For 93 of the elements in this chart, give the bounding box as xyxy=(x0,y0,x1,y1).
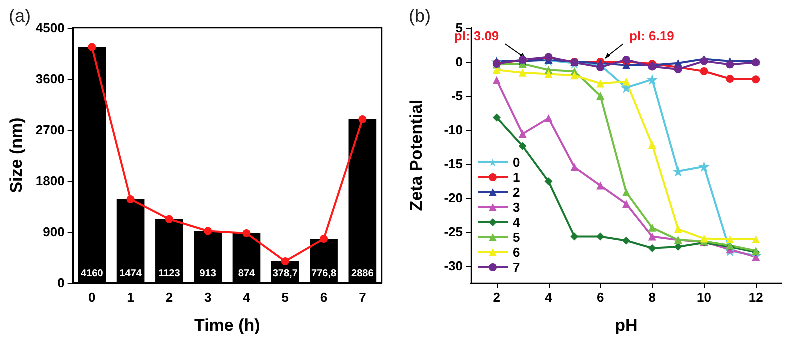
x-tick-label: 4 xyxy=(545,290,554,305)
point xyxy=(596,92,605,100)
data-label: 1474 xyxy=(120,268,142,280)
data-label: 776,8 xyxy=(312,268,337,280)
point xyxy=(544,178,553,186)
x-tick-label: 3 xyxy=(204,290,212,305)
legend-label: 2 xyxy=(513,185,520,200)
y-tick-label: -30 xyxy=(444,258,463,274)
point xyxy=(646,74,658,86)
legend-label: 1 xyxy=(513,170,520,185)
point xyxy=(358,115,367,124)
x-axis-title: Time (h) xyxy=(194,316,260,335)
y-tick-label: 3600 xyxy=(36,72,65,86)
x-tick-label: 8 xyxy=(648,290,656,305)
point xyxy=(726,60,734,69)
y-tick-label: -25 xyxy=(444,224,463,240)
y-axis-title: Size (nm) xyxy=(7,118,26,194)
point xyxy=(492,76,501,84)
data-label: 378,7 xyxy=(272,268,298,280)
point xyxy=(570,163,579,172)
x-tick-label: 7 xyxy=(359,290,366,305)
point xyxy=(165,215,174,224)
point xyxy=(518,142,527,150)
point xyxy=(596,63,605,72)
point xyxy=(242,229,251,238)
annotation: pI: 6.19 xyxy=(630,28,674,44)
y-tick-label: 4500 xyxy=(36,20,65,36)
y-tick-label: 900 xyxy=(43,224,65,240)
y-tick-label: 2700 xyxy=(36,122,65,138)
x-tick-label: 4 xyxy=(243,290,252,305)
y-tick-label: -10 xyxy=(444,122,463,138)
point xyxy=(596,182,605,190)
y-tick-label: -5 xyxy=(451,88,463,104)
point xyxy=(492,114,501,122)
x-tick-label: 2 xyxy=(166,290,174,305)
point xyxy=(752,235,760,244)
point xyxy=(544,114,553,122)
point xyxy=(570,232,579,241)
point xyxy=(88,43,96,52)
data-label: 1123 xyxy=(158,268,181,280)
x-tick-label: 6 xyxy=(596,290,604,305)
point xyxy=(698,161,710,172)
chart-title: (a) xyxy=(9,6,31,26)
data-label: 874 xyxy=(238,268,256,280)
point xyxy=(700,68,708,76)
point xyxy=(674,225,682,234)
data-label: 2886 xyxy=(352,268,374,280)
legend-label: 5 xyxy=(513,230,520,245)
point xyxy=(544,70,553,78)
x-tick-label: 0 xyxy=(88,290,96,305)
x-tick-label: 12 xyxy=(748,290,764,305)
y-tick-label: 0 xyxy=(58,276,65,290)
point xyxy=(726,75,734,83)
x-tick-label: 6 xyxy=(320,290,328,305)
y-axis-title: Zeta Potential xyxy=(407,100,426,212)
point xyxy=(570,72,579,80)
x-tick-label: 10 xyxy=(697,290,712,305)
point xyxy=(596,232,605,241)
point xyxy=(320,234,328,243)
point xyxy=(281,258,290,266)
point xyxy=(648,232,656,241)
legend-label: 6 xyxy=(513,245,520,260)
point xyxy=(648,244,656,252)
point xyxy=(622,188,630,197)
point xyxy=(518,130,527,138)
data-label: 913 xyxy=(200,268,217,280)
point xyxy=(648,140,656,149)
chart-title: (b) xyxy=(409,6,431,26)
point xyxy=(204,227,212,236)
x-tick-label: 5 xyxy=(282,290,289,305)
x-tick-label: 2 xyxy=(493,290,501,305)
legend-label: 0 xyxy=(513,155,520,170)
data-label: 4160 xyxy=(81,268,104,280)
legend-label: 4 xyxy=(513,215,521,230)
point xyxy=(622,236,630,245)
legend-label: 3 xyxy=(513,200,520,215)
point xyxy=(126,195,135,204)
y-tick-label: 0 xyxy=(456,54,463,70)
point xyxy=(622,200,630,208)
y-tick-label: -15 xyxy=(444,156,463,172)
point xyxy=(596,80,605,88)
legend-label: 7 xyxy=(513,260,520,275)
x-axis-title: pH xyxy=(615,316,638,335)
point xyxy=(518,68,527,77)
point xyxy=(752,76,760,84)
y-tick-label: 1800 xyxy=(36,174,65,188)
x-tick-label: 1 xyxy=(127,290,134,305)
y-tick-label: -20 xyxy=(444,190,463,206)
point xyxy=(622,78,630,86)
point xyxy=(726,235,734,244)
point xyxy=(622,56,630,64)
point xyxy=(648,224,656,232)
point xyxy=(700,234,708,243)
